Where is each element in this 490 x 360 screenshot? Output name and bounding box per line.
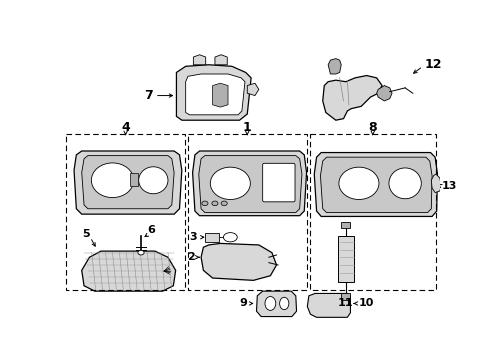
Text: 8: 8 xyxy=(368,121,377,134)
Polygon shape xyxy=(213,83,228,107)
Polygon shape xyxy=(314,153,438,216)
Bar xyxy=(341,222,350,228)
Polygon shape xyxy=(328,59,341,74)
Polygon shape xyxy=(320,157,432,213)
Text: 4: 4 xyxy=(121,121,130,134)
Polygon shape xyxy=(194,55,206,65)
Polygon shape xyxy=(193,151,307,216)
Ellipse shape xyxy=(91,163,134,198)
Ellipse shape xyxy=(389,168,421,199)
Polygon shape xyxy=(201,243,276,280)
Bar xyxy=(205,233,219,242)
Ellipse shape xyxy=(139,167,168,194)
Bar xyxy=(311,134,436,289)
Text: 12: 12 xyxy=(424,58,442,71)
Text: 11: 11 xyxy=(338,298,354,309)
Ellipse shape xyxy=(339,167,379,199)
Polygon shape xyxy=(82,156,174,209)
Ellipse shape xyxy=(212,201,218,206)
Polygon shape xyxy=(199,156,302,213)
Polygon shape xyxy=(377,86,392,101)
Text: 7: 7 xyxy=(145,89,153,102)
Polygon shape xyxy=(215,55,227,65)
Polygon shape xyxy=(176,65,251,120)
Polygon shape xyxy=(323,76,382,120)
Polygon shape xyxy=(247,83,259,95)
Ellipse shape xyxy=(138,250,144,255)
Text: 13: 13 xyxy=(441,181,457,191)
Ellipse shape xyxy=(265,297,276,310)
Text: 3: 3 xyxy=(190,232,197,242)
Text: 5: 5 xyxy=(82,229,89,239)
FancyBboxPatch shape xyxy=(263,163,295,202)
Text: 6: 6 xyxy=(147,225,155,235)
Ellipse shape xyxy=(210,167,250,199)
Bar xyxy=(130,172,138,186)
Ellipse shape xyxy=(280,297,289,310)
Polygon shape xyxy=(186,74,245,115)
Ellipse shape xyxy=(221,201,227,206)
Polygon shape xyxy=(74,151,182,214)
Polygon shape xyxy=(82,251,175,291)
Ellipse shape xyxy=(223,233,237,242)
Bar xyxy=(338,236,353,282)
Text: 1: 1 xyxy=(243,121,252,134)
Polygon shape xyxy=(257,291,296,316)
Ellipse shape xyxy=(202,201,208,206)
Text: 2: 2 xyxy=(187,252,195,262)
Bar xyxy=(66,134,185,289)
Polygon shape xyxy=(431,174,441,193)
Bar xyxy=(188,134,307,289)
Polygon shape xyxy=(307,293,350,317)
Text: 10: 10 xyxy=(359,298,374,309)
Text: 9: 9 xyxy=(240,298,247,309)
Bar xyxy=(341,293,350,300)
